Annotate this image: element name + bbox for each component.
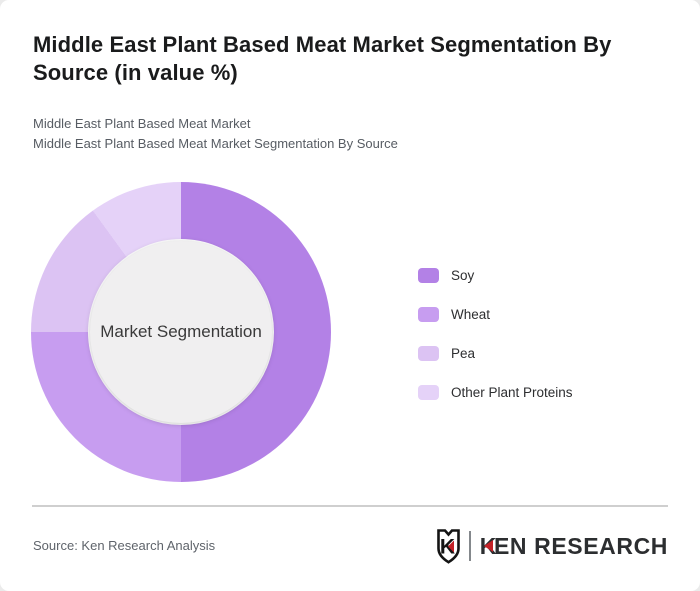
shield-letter: K [440, 535, 455, 558]
donut-center-label: Market Segmentation [100, 322, 262, 341]
legend-label: Pea [451, 345, 476, 361]
donut-chart: Market Segmentation [31, 182, 331, 482]
legend: Soy Wheat Pea Other Plant Proteins [418, 267, 573, 400]
wordmark-rest: EN RESEARCH [493, 532, 668, 559]
legend-swatch [418, 306, 439, 322]
legend-swatch [418, 267, 439, 283]
chart-subtitle-line1: Middle East Plant Based Meat Market [33, 116, 251, 131]
footer-divider [32, 505, 668, 507]
legend-item-wheat[interactable]: Wheat [418, 306, 573, 322]
shield-red-triangle [447, 540, 454, 552]
legend-item-pea[interactable]: Pea [418, 345, 573, 361]
chart-subtitle-line2: Middle East Plant Based Meat Market Segm… [33, 136, 398, 151]
donut-center-circle: Market Segmentation [90, 241, 272, 423]
red-triangle-icon [483, 540, 493, 552]
logo-separator [468, 531, 471, 561]
legend-label: Soy [451, 267, 475, 283]
legend-item-other-plant-proteins[interactable]: Other Plant Proteins [418, 384, 573, 400]
chart-title: Middle East Plant Based Meat Market Segm… [33, 32, 612, 85]
chart-subtitle: Middle East Plant Based Meat Market Midd… [33, 114, 398, 154]
legend-swatch [418, 345, 439, 361]
legend-label: Wheat [451, 306, 491, 322]
legend-swatch [418, 384, 439, 400]
logo-wordmark: K EN RESEARCH [480, 533, 668, 560]
legend-label: Other Plant Proteins [451, 384, 573, 400]
ken-research-logo: K K EN RESEARCH [435, 526, 668, 566]
legend-item-soy[interactable]: Soy [418, 267, 573, 283]
ken-research-shield-icon: K [436, 528, 460, 564]
source-text: Source: Ken Research Analysis [33, 538, 216, 553]
